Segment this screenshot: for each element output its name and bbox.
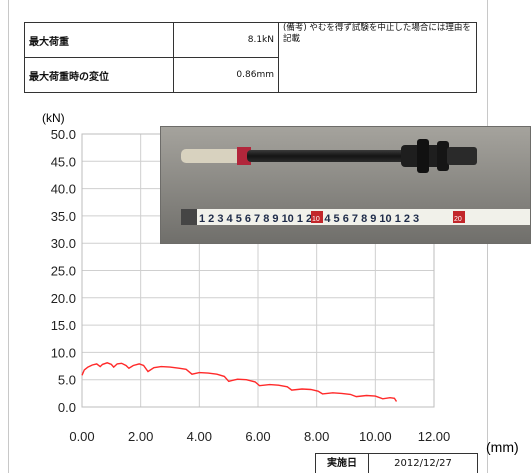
y-tick-label: 15.0 xyxy=(51,318,76,333)
y-tick-label: 10.0 xyxy=(51,345,76,360)
test-date-table: 実施日 2012/12/27 xyxy=(315,453,478,473)
y-tick-label: 25.0 xyxy=(51,264,76,279)
x-tick-label: 10.00 xyxy=(359,429,392,444)
load-curve-line xyxy=(82,363,397,402)
x-axis-ticks: 0.00 2.00 4.00 6.00 8.00 10.00 12.00 xyxy=(69,429,450,444)
y-axis-unit-label: (kN) xyxy=(42,111,65,125)
y-tick-label: 30.0 xyxy=(51,236,76,251)
x-tick-label: 6.00 xyxy=(245,429,270,444)
y-tick-label: 5.0 xyxy=(58,373,76,388)
date-label: 実施日 xyxy=(316,454,369,473)
y-tick-label: 0.0 xyxy=(58,400,76,415)
y-tick-label: 40.0 xyxy=(51,182,76,197)
y-tick-label: 20.0 xyxy=(51,291,76,306)
y-tick-label: 35.0 xyxy=(51,209,76,224)
x-tick-label: 4.00 xyxy=(187,429,212,444)
date-value: 2012/12/27 xyxy=(369,458,477,469)
ruler-mark-10: 10 xyxy=(312,216,320,223)
y-tick-label: 45.0 xyxy=(51,154,76,169)
x-tick-label: 12.00 xyxy=(418,429,451,444)
anchor-bolt-image: 1 2 3 4 5 6 7 8 9 10 1 2 3 4 5 6 7 8 9 1… xyxy=(161,127,531,244)
y-axis-ticks: 0.0 5.0 10.0 15.0 20.0 25.0 30.0 35.0 40.0 45.0 50… xyxy=(51,127,76,415)
specimen-photo: 1 2 3 4 5 6 7 8 9 10 1 2 3 4 5 6 7 8 9 1… xyxy=(160,126,531,244)
x-tick-label: 2.00 xyxy=(128,429,153,444)
y-tick-label: 50.0 xyxy=(51,127,76,142)
ruler-scale-text: 1 2 3 4 5 6 7 8 9 10 1 2 3 4 5 6 7 8 9 1… xyxy=(199,213,419,225)
ruler-mark-20: 20 xyxy=(454,216,462,223)
x-tick-label: 0.00 xyxy=(69,429,94,444)
x-axis-unit-label: (mm) xyxy=(486,439,519,455)
x-tick-label: 8.00 xyxy=(304,429,329,444)
